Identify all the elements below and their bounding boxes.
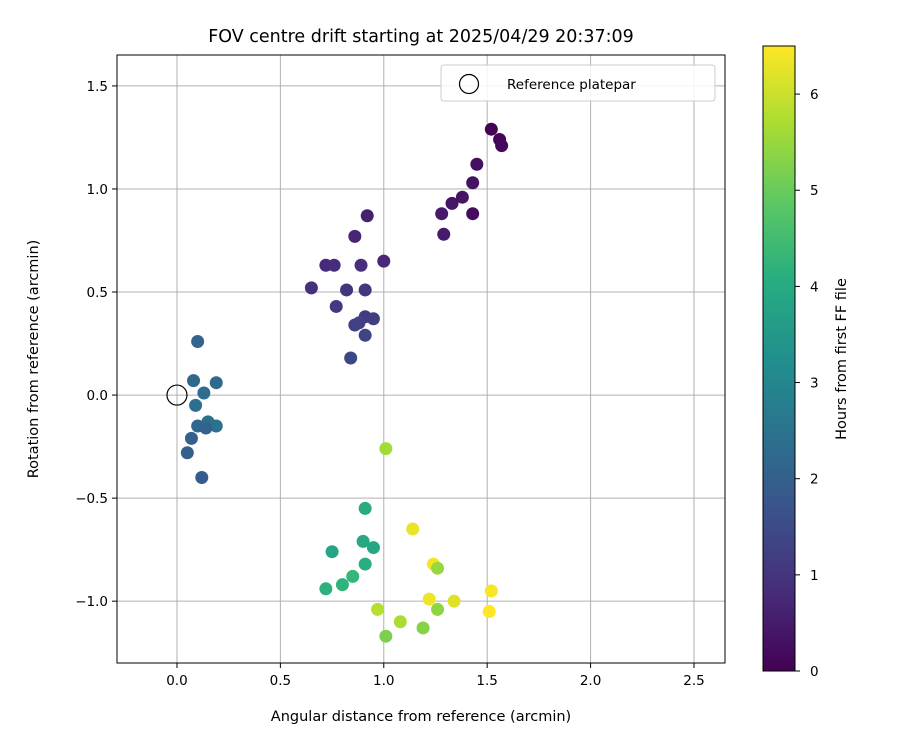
colorbar-tick-label: 6	[810, 87, 819, 103]
data-point	[484, 122, 498, 136]
y-tick-label: 1.5	[87, 79, 108, 95]
data-point	[180, 446, 194, 460]
x-tick-label: 2.0	[580, 673, 601, 689]
data-point	[195, 471, 209, 485]
data-point	[482, 604, 496, 618]
chart-title: FOV centre drift starting at 2025/04/29 …	[208, 27, 634, 47]
colorbar-label: Hours from first FF file	[834, 278, 850, 440]
data-point	[495, 139, 509, 153]
colorbar-tick-label: 3	[810, 376, 819, 392]
data-point	[406, 522, 420, 536]
y-axis-label: Rotation from reference (arcmin)	[26, 240, 42, 479]
data-point	[199, 421, 213, 435]
data-point	[340, 283, 354, 297]
colorbar-tick-label: 0	[810, 664, 819, 680]
data-point	[344, 351, 358, 365]
y-tick-label: −0.5	[75, 491, 108, 507]
data-point	[466, 176, 480, 190]
data-point	[191, 334, 205, 348]
data-point	[358, 501, 372, 515]
data-point	[360, 209, 374, 223]
y-tick-label: 0.5	[87, 285, 108, 301]
data-point	[447, 594, 461, 608]
data-point	[356, 534, 370, 548]
data-point	[435, 207, 449, 221]
data-point	[358, 283, 372, 297]
data-point	[184, 431, 198, 445]
data-point	[377, 254, 391, 268]
data-point	[348, 229, 362, 243]
data-point	[366, 541, 380, 555]
legend-entry-reference-platepar: Reference platepar	[507, 77, 636, 93]
colorbar-tick-label: 5	[810, 183, 819, 199]
data-point	[371, 602, 385, 616]
data-point	[437, 227, 451, 241]
data-point	[327, 258, 341, 272]
data-point	[352, 316, 366, 330]
colorbar-ticks: 0 1 2 3 4 5 6	[795, 87, 819, 680]
data-point	[197, 386, 211, 400]
data-point	[366, 312, 380, 326]
data-point	[304, 281, 318, 295]
data-point	[187, 374, 201, 388]
data-point	[379, 442, 393, 456]
scatter-points	[180, 122, 509, 643]
x-axis-ticks: 0.0 0.5 1.0 1.5 2.0 2.5	[166, 663, 705, 689]
data-point	[431, 602, 445, 616]
colorbar-frame	[762, 45, 796, 672]
data-point	[209, 376, 223, 390]
data-point	[335, 578, 349, 592]
data-point	[431, 561, 445, 575]
x-tick-label: 1.5	[476, 673, 497, 689]
data-point	[470, 157, 484, 171]
data-point	[445, 196, 459, 210]
data-point	[466, 207, 480, 221]
colorbar-gradient	[763, 46, 795, 671]
data-point	[209, 419, 223, 433]
plot-frame	[116, 54, 726, 664]
colorbar-tick-label: 1	[810, 568, 819, 584]
colorbar-tick-label: 2	[810, 472, 819, 488]
legend: Reference platepar	[440, 64, 716, 102]
data-point	[416, 621, 430, 635]
data-point	[325, 545, 339, 559]
reference-platepar-marker	[166, 384, 188, 406]
data-point	[358, 328, 372, 342]
y-tick-label: 0.0	[87, 388, 108, 404]
data-point	[329, 299, 343, 313]
y-tick-label: 1.0	[87, 182, 108, 198]
data-point	[358, 557, 372, 571]
colorbar: 0 1 2 3 4 5 6 Hours from first FF file	[762, 45, 850, 680]
legend-box	[440, 64, 716, 102]
x-tick-label: 2.5	[683, 673, 704, 689]
reference-marker-layer	[166, 384, 188, 406]
x-tick-label: 1.0	[373, 673, 394, 689]
x-tick-label: 0.0	[166, 673, 187, 689]
data-point	[346, 569, 360, 583]
legend-reference-marker	[458, 73, 480, 95]
x-tick-label: 0.5	[270, 673, 291, 689]
data-point	[189, 398, 203, 412]
data-point	[484, 584, 498, 598]
data-point	[379, 629, 393, 643]
data-point	[354, 258, 368, 272]
y-axis-ticks: −1.0 −0.5 0.0 0.5 1.0 1.5	[75, 79, 117, 610]
colorbar-tick-label: 4	[810, 279, 819, 295]
x-axis-label: Angular distance from reference (arcmin)	[271, 709, 571, 725]
data-point	[455, 190, 469, 204]
y-tick-label: −1.0	[75, 594, 108, 610]
grid-lines	[117, 55, 725, 663]
data-point	[319, 582, 333, 596]
data-point	[422, 592, 436, 606]
data-point	[393, 615, 407, 629]
